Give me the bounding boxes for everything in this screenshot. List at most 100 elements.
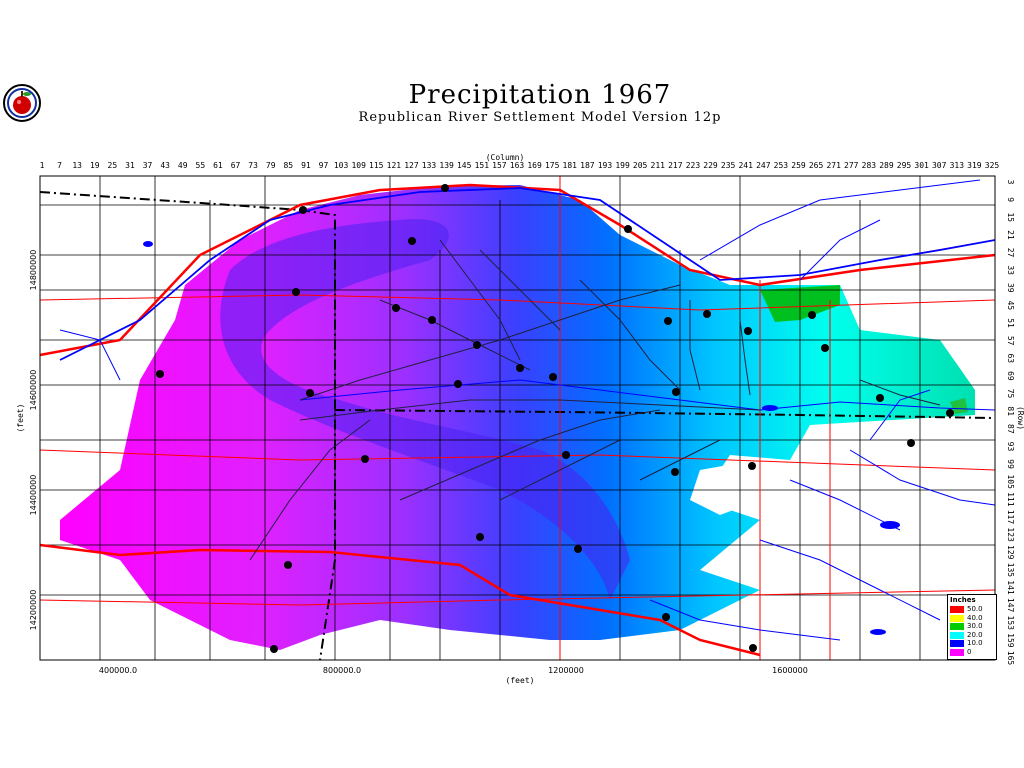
column-tick-label: 271 bbox=[826, 161, 841, 170]
column-tick-label: 253 bbox=[774, 161, 789, 170]
legend-label: 10.0 bbox=[967, 639, 983, 647]
column-tick-label: 241 bbox=[738, 161, 753, 170]
column-tick-label: 283 bbox=[862, 161, 877, 170]
row-tick-label: 15 bbox=[1006, 212, 1015, 222]
column-tick-label: 49 bbox=[178, 161, 188, 170]
station-dot-icon bbox=[299, 206, 307, 214]
column-tick-label: 265 bbox=[809, 161, 824, 170]
x-axis: 400000.0 800000.0 1200000 1600000 bbox=[99, 666, 808, 675]
column-tick-label: 175 bbox=[545, 161, 560, 170]
column-tick-label: 19 bbox=[90, 161, 100, 170]
column-tick-label: 277 bbox=[844, 161, 859, 170]
rivers bbox=[59, 179, 996, 641]
legend-item: 40.0 bbox=[950, 614, 994, 622]
row-tick-label: 87 bbox=[1006, 424, 1015, 434]
column-tick-label: 211 bbox=[651, 161, 666, 170]
column-tick-label: 31 bbox=[125, 161, 135, 170]
station-dot-icon bbox=[428, 316, 436, 324]
reservoirs bbox=[143, 241, 900, 635]
high-precip-small bbox=[950, 398, 968, 414]
column-axis: 1 7 13 19 25 31 37 43 49 55 61 67 73 79 85 91 97 103 109 11… bbox=[40, 161, 1000, 170]
row-tick-label: 27 bbox=[1006, 248, 1015, 258]
station-dot-icon bbox=[441, 184, 449, 192]
station-dot-icon bbox=[744, 327, 752, 335]
column-axis-title: (Column) bbox=[486, 153, 525, 162]
row-tick-label: 21 bbox=[1006, 230, 1015, 240]
column-tick-label: 187 bbox=[580, 161, 595, 170]
apple-logo-icon bbox=[2, 82, 42, 124]
column-tick-label: 79 bbox=[266, 161, 276, 170]
station-dot-icon bbox=[392, 304, 400, 312]
legend-swatch bbox=[950, 648, 964, 656]
station-dot-icon bbox=[284, 561, 292, 569]
column-tick-label: 67 bbox=[231, 161, 241, 170]
station-dot-icon bbox=[671, 468, 679, 476]
column-tick-label: 73 bbox=[248, 161, 258, 170]
row-tick-label: 123 bbox=[1006, 527, 1015, 542]
column-tick-label: 247 bbox=[756, 161, 771, 170]
y-axis-title: (feet) bbox=[16, 404, 25, 433]
legend-swatch bbox=[950, 623, 964, 630]
row-tick-label: 105 bbox=[1006, 474, 1015, 489]
column-tick-label: 307 bbox=[932, 161, 947, 170]
row-tick-label: 165 bbox=[1006, 651, 1015, 666]
column-tick-label: 145 bbox=[457, 161, 472, 170]
x-tick-label: 800000.0 bbox=[323, 666, 361, 675]
column-tick-label: 223 bbox=[686, 161, 701, 170]
column-tick-label: 235 bbox=[721, 161, 736, 170]
row-tick-label: 39 bbox=[1006, 283, 1015, 293]
column-tick-label: 301 bbox=[914, 161, 929, 170]
station-dot-icon bbox=[306, 389, 314, 397]
x-tick-label: 400000.0 bbox=[99, 666, 137, 675]
column-tick-label: 205 bbox=[633, 161, 648, 170]
legend-label: 20.0 bbox=[967, 630, 983, 639]
column-tick-label: 103 bbox=[334, 161, 349, 170]
legend: Inches 50.0 40.0 30.0 20.0 10.0 0 bbox=[947, 594, 997, 660]
station-dot-icon bbox=[672, 388, 680, 396]
row-tick-label: 99 bbox=[1006, 459, 1015, 469]
row-tick-label: 69 bbox=[1006, 371, 1015, 381]
column-tick-label: 319 bbox=[967, 161, 982, 170]
station-dot-icon bbox=[703, 310, 711, 318]
legend-label: 40.0 bbox=[967, 613, 983, 622]
legend-item: 10.0 bbox=[950, 639, 994, 647]
station-dot-icon bbox=[662, 613, 670, 621]
station-dot-icon bbox=[516, 364, 524, 372]
legend-item: 20.0 bbox=[950, 631, 994, 639]
y-tick-label: 14200000 bbox=[29, 590, 38, 631]
legend-swatch bbox=[950, 614, 964, 622]
row-tick-label: 57 bbox=[1006, 336, 1015, 346]
legend-title: Inches bbox=[950, 596, 976, 604]
legend-item: 0 bbox=[950, 648, 994, 656]
row-tick-label: 93 bbox=[1006, 442, 1015, 452]
column-tick-label: 313 bbox=[950, 161, 965, 170]
column-tick-label: 229 bbox=[703, 161, 718, 170]
station-dot-icon bbox=[748, 462, 756, 470]
legend-swatch bbox=[950, 606, 964, 613]
column-tick-label: 295 bbox=[897, 161, 912, 170]
y-tick-label: 14600000 bbox=[29, 370, 38, 411]
legend-item: 30.0 bbox=[950, 622, 994, 630]
legend-label: 50.0 bbox=[967, 605, 983, 613]
station-dot-icon bbox=[549, 373, 557, 381]
column-tick-label: 1 bbox=[40, 161, 45, 170]
column-tick-label: 163 bbox=[510, 161, 525, 170]
column-tick-label: 25 bbox=[108, 161, 118, 170]
column-tick-label: 91 bbox=[301, 161, 311, 170]
row-tick-label: 51 bbox=[1006, 318, 1015, 328]
column-tick-label: 97 bbox=[319, 161, 329, 170]
row-axis: 3915212733394551576369758187939910511111… bbox=[1006, 180, 1015, 666]
column-tick-label: 61 bbox=[213, 161, 223, 170]
station-dot-icon bbox=[664, 317, 672, 325]
tributary-cells bbox=[249, 239, 941, 561]
column-tick-label: 127 bbox=[404, 161, 419, 170]
station-dot-icon bbox=[907, 439, 915, 447]
map-subtitle: Republican River Settlement Model Versio… bbox=[358, 110, 722, 125]
column-tick-label: 169 bbox=[527, 161, 542, 170]
column-tick-label: 325 bbox=[985, 161, 1000, 170]
x-tick-label: 1200000 bbox=[548, 666, 584, 675]
station-dot-icon bbox=[876, 394, 884, 402]
station-dot-icon bbox=[270, 645, 278, 653]
station-dot-icon bbox=[808, 311, 816, 319]
column-tick-label: 7 bbox=[57, 161, 62, 170]
